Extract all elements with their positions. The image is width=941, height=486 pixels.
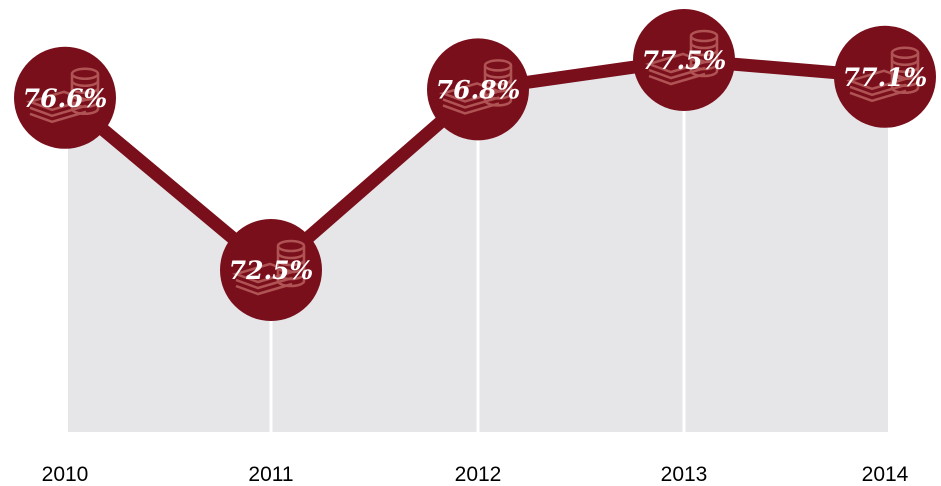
- bill-edge-2: [648, 72, 706, 86]
- bill-edge-2: [29, 110, 87, 124]
- coin-edge-5: [483, 100, 513, 107]
- x-tick-label-2012: 2012: [455, 463, 502, 486]
- marker-circle: [633, 9, 735, 111]
- coins-and-stacked-bills-icon: [845, 46, 920, 103]
- value-label-2013: 77.5%: [642, 46, 727, 75]
- marker-2011: 72.5%: [220, 219, 322, 321]
- coin-edge-5: [689, 70, 719, 78]
- marker-2010: 76.6%: [14, 46, 116, 149]
- bill-edge-2: [849, 89, 907, 103]
- x-tick-label-2013: 2013: [661, 463, 708, 486]
- bill-edge-2: [235, 282, 293, 296]
- x-axis: 2010 2011 2012 2013 2014: [42, 463, 909, 486]
- value-label-2011: 72.5%: [229, 256, 314, 285]
- coins-and-stacked-bills-icon: [644, 29, 719, 86]
- coins-and-stacked-bills-icon: [438, 59, 513, 115]
- marker-2014: 77.1%: [834, 25, 936, 128]
- bill-edge-1: [849, 83, 907, 97]
- bill-edge-1: [29, 104, 87, 118]
- value-label-2010: 76.6%: [23, 84, 108, 113]
- marker-circle: [834, 25, 936, 128]
- marker-circle: [14, 46, 116, 149]
- x-tick-label-2011: 2011: [248, 463, 293, 486]
- marker-circle: [427, 38, 529, 141]
- value-label-2014: 77.1%: [843, 63, 928, 92]
- coins-and-stacked-bills-icon: [25, 67, 100, 124]
- coin-edge-5: [276, 280, 306, 288]
- marker-circle: [220, 219, 322, 321]
- x-tick-label-2010: 2010: [42, 463, 89, 486]
- coin-edge-5: [890, 87, 920, 95]
- bill-edge-1: [442, 96, 500, 109]
- background-area: [68, 60, 888, 432]
- marker-2012: 76.8%: [427, 38, 529, 141]
- bill-edge-1: [235, 276, 293, 290]
- markers: 76.6% 72.5% 76.8% 77.5% 77.1%: [14, 9, 936, 321]
- coins-and-stacked-bills-icon: [231, 239, 306, 296]
- value-label-2012: 76.8%: [436, 75, 521, 104]
- marker-2013: 77.5%: [633, 9, 735, 111]
- bill-edge-1: [648, 66, 706, 80]
- x-tick-label-2014: 2014: [862, 463, 909, 486]
- coin-edge-5: [70, 108, 100, 116]
- bill-edge-2: [442, 102, 500, 115]
